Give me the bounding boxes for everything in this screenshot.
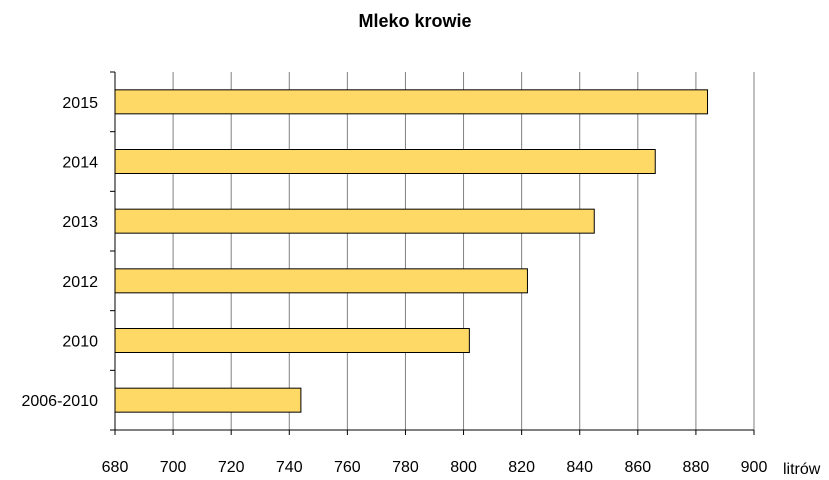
- y-tick-label: 2015: [62, 95, 98, 112]
- y-tick-label: 2014: [62, 155, 98, 172]
- y-tick-labels: 2015 2014 2013 2012 2010 2006-2010: [21, 95, 98, 410]
- x-tick-label: 900: [741, 459, 768, 476]
- x-tick-label: 800: [450, 459, 477, 476]
- gridlines: [172, 72, 755, 430]
- y-tick-label: 2006-2010: [21, 393, 98, 410]
- bars: [114, 89, 709, 413]
- bar-2015: [114, 89, 709, 115]
- x-tick-label: 880: [683, 459, 710, 476]
- x-tick-label: 820: [508, 459, 535, 476]
- x-tick-label: 860: [624, 459, 651, 476]
- bar-2014: [114, 149, 656, 174]
- x-tick-label: 700: [160, 459, 187, 476]
- x-tick-label: 840: [566, 459, 593, 476]
- x-tick-label: 740: [276, 459, 303, 476]
- y-tick-label: 2010: [62, 334, 98, 351]
- bar-2006-2010: [114, 387, 302, 413]
- bar-2012: [114, 268, 528, 294]
- x-axis-unit-label: litrów: [783, 461, 821, 478]
- bar-2010: [114, 328, 470, 353]
- y-tick-label: 2012: [62, 274, 98, 291]
- x-tick-label: 760: [334, 459, 361, 476]
- y-tick-label: 2013: [62, 214, 98, 231]
- x-tick-label: 780: [392, 459, 419, 476]
- axes: [110, 71, 755, 435]
- x-tick-labels: 680 700 720 740 760 780 800 820 840 860 880 900: [102, 459, 768, 476]
- bar-2013: [114, 208, 595, 234]
- x-tick-label: 720: [218, 459, 245, 476]
- x-tick-label: 680: [102, 459, 129, 476]
- chart-title: Mleko krowie: [358, 11, 471, 31]
